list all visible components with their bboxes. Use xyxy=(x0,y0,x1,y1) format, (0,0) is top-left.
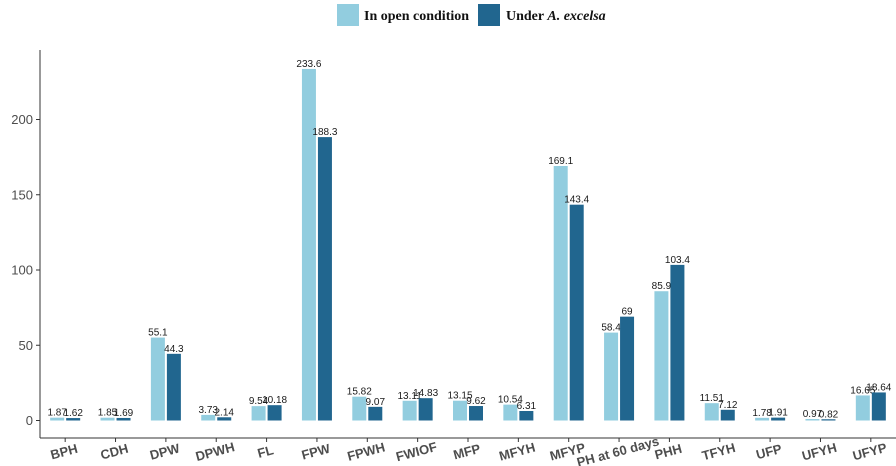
data-label: 16.65 xyxy=(850,385,875,396)
bar-open xyxy=(755,417,770,421)
data-label: 13.11 xyxy=(397,391,422,402)
data-label: 1.69 xyxy=(114,408,134,419)
bar-open xyxy=(150,337,165,421)
x-tick-label: DPW xyxy=(148,440,182,463)
data-label: 11.51 xyxy=(700,393,725,404)
legend-label-open: In open condition xyxy=(364,9,469,24)
bar-under xyxy=(217,417,232,421)
data-label: 58.4 xyxy=(601,323,621,334)
bar-under xyxy=(368,406,383,421)
bar-under xyxy=(469,406,483,421)
data-label: 1.91 xyxy=(768,408,788,419)
data-label: 2.14 xyxy=(215,407,235,418)
bar-open xyxy=(855,395,870,421)
data-label: 15.82 xyxy=(347,387,372,398)
x-tick-label: UFYP xyxy=(851,440,889,464)
data-label: 6.31 xyxy=(517,401,537,412)
x-tick-label: PHH xyxy=(653,441,683,463)
legend-swatch-under xyxy=(478,4,500,26)
data-label: 0.82 xyxy=(819,409,839,420)
y-tick-label: 200 xyxy=(11,112,33,127)
bar-open xyxy=(805,419,820,421)
bar-under xyxy=(670,264,685,421)
x-tick-label: DPWH xyxy=(194,439,236,464)
bar-open xyxy=(251,406,266,421)
data-label: 1.62 xyxy=(63,408,83,419)
y-tick-label: 50 xyxy=(19,338,33,353)
x-tick-label: UFP xyxy=(754,441,783,462)
data-label: 1.78 xyxy=(752,408,772,419)
data-label: 9.54 xyxy=(249,396,269,407)
bar-open xyxy=(704,403,719,421)
bar-open xyxy=(402,400,417,421)
data-label: 1.87 xyxy=(47,408,67,419)
x-tick-label: FWIOF xyxy=(394,439,438,464)
data-label: 103.4 xyxy=(665,255,690,266)
bar-under xyxy=(569,204,584,421)
data-label: 13.15 xyxy=(447,391,472,402)
bar-under xyxy=(620,316,635,421)
bar-under xyxy=(871,392,886,421)
plot-area: 0 50 100 150 200 1.871.62 BPH 1.851.69 CDH 55.1 44… xyxy=(11,50,896,466)
data-label: 169.1 xyxy=(548,156,573,167)
x-tick-label: CDH xyxy=(99,441,130,463)
bar-under xyxy=(771,417,786,421)
data-label: 69 xyxy=(621,307,633,318)
bar-under xyxy=(116,417,131,421)
bar-under xyxy=(519,411,534,421)
x-tick-label: MFP xyxy=(452,441,483,463)
bar-open xyxy=(201,414,216,421)
legend-label-under-species: A. excelsa xyxy=(546,9,605,24)
bar-under xyxy=(317,137,332,421)
bar-open xyxy=(604,332,619,421)
x-tick-label: MFYH xyxy=(497,440,536,464)
legend-label-under-prefix: Under xyxy=(506,9,547,24)
data-label: 9.07 xyxy=(366,397,386,408)
data-label: 233.6 xyxy=(296,59,321,70)
x-tick-label: FL xyxy=(256,442,275,461)
data-label: 10.18 xyxy=(262,395,287,406)
x-tick-label: FPW xyxy=(300,440,332,462)
bar-open xyxy=(453,400,467,421)
y-tick-label: 100 xyxy=(11,263,33,278)
legend-label-under: Under A. excelsa xyxy=(506,9,606,24)
bar-open xyxy=(301,68,316,421)
data-label: 18.64 xyxy=(866,382,891,393)
bar-under xyxy=(418,398,433,421)
data-label: 55.1 xyxy=(148,328,168,339)
data-label: 85.9 xyxy=(652,281,672,292)
bar-under xyxy=(720,409,735,421)
x-tick-label: FPWH xyxy=(346,439,387,463)
data-label: 10.54 xyxy=(498,395,523,406)
bar-under xyxy=(66,418,81,421)
bar-under xyxy=(821,419,836,421)
data-label: 1.85 xyxy=(98,408,118,419)
bar-open xyxy=(503,404,518,421)
data-label: 9.62 xyxy=(466,396,486,407)
bar-open xyxy=(100,417,115,421)
legend-swatch-open xyxy=(337,4,359,26)
data-label: 0.97 xyxy=(803,409,823,420)
x-tick-label: UFYH xyxy=(800,440,838,464)
y-tick-label: 150 xyxy=(11,187,33,202)
data-label: 14.83 xyxy=(413,388,438,399)
data-label: 44.3 xyxy=(164,344,184,355)
data-label: 143.4 xyxy=(564,195,589,206)
data-label: 7.12 xyxy=(718,400,738,411)
bar-open xyxy=(654,291,669,421)
data-label: 3.73 xyxy=(199,405,219,416)
legend: In open condition Under A. excelsa xyxy=(337,4,606,26)
y-tick-label: 0 xyxy=(26,413,33,428)
bar-open xyxy=(50,417,65,421)
bar-under xyxy=(267,405,282,421)
bar-under xyxy=(166,353,181,421)
x-tick-label: TFYH xyxy=(700,440,737,463)
bar-open xyxy=(553,166,568,421)
bar-open xyxy=(352,396,367,421)
x-tick-label: BPH xyxy=(49,441,79,463)
data-label: 188.3 xyxy=(312,127,337,138)
